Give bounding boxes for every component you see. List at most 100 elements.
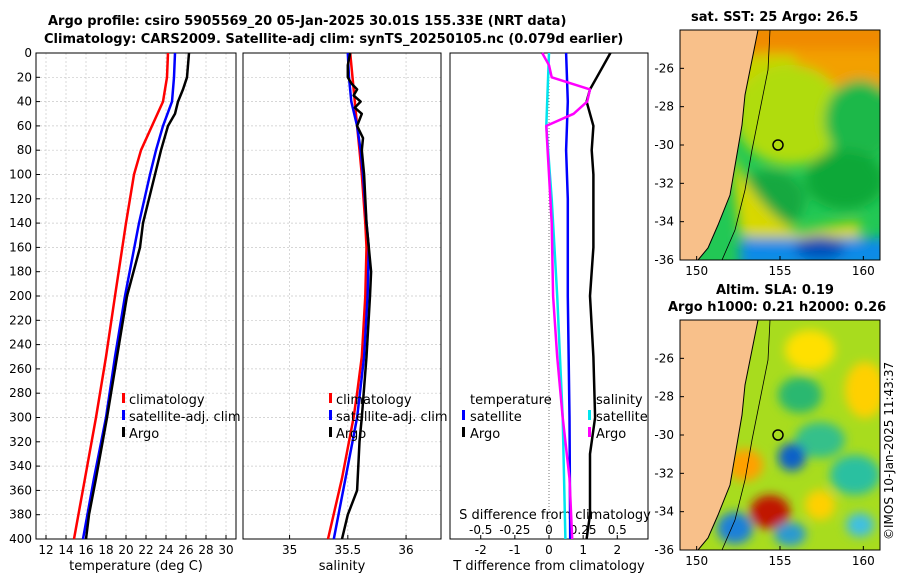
legend-label: climatology — [129, 393, 205, 408]
legend-label: satellite-adj. clim — [336, 410, 448, 425]
x-tick-label: 18 — [98, 543, 113, 557]
y-tick-label: 0 — [24, 46, 32, 60]
x-tick-label: 20 — [118, 543, 133, 557]
map-y-tick-label: -26 — [654, 351, 674, 365]
top-tick-label: -0.5 — [469, 523, 492, 537]
map-x-tick-label: 155 — [769, 264, 792, 278]
x-tick-label: 24 — [158, 543, 173, 557]
x-tick-label: 1 — [579, 543, 587, 557]
y-tick-label: 180 — [9, 265, 32, 279]
legend-label: satellite-adj. clim — [129, 410, 241, 425]
map-y-tick-label: -32 — [654, 466, 674, 480]
legend-title-salinity: salinity — [596, 393, 643, 408]
legend-swatch — [122, 410, 125, 420]
map-y-tick-label: -26 — [654, 61, 674, 75]
x-tick-label: 0 — [545, 543, 553, 557]
x-tick-label: 36 — [398, 543, 413, 557]
legend-label: Argo — [470, 427, 500, 442]
legend-label: Argo — [336, 427, 366, 442]
y-tick-label: 220 — [9, 313, 32, 327]
legend-label: satellite — [470, 410, 522, 425]
y-tick-label: 400 — [9, 532, 32, 546]
y-tick-label: 140 — [9, 216, 32, 230]
y-tick-label: 60 — [17, 119, 32, 133]
top-axis-label: S difference from climatology — [459, 508, 651, 523]
y-tick-label: 380 — [9, 508, 32, 522]
series-argo — [340, 52, 373, 540]
series-t-satellite — [564, 52, 572, 540]
y-tick-label: 160 — [9, 240, 32, 254]
legend-swatch — [462, 410, 465, 420]
salinity-profile: 35 35.5 36 salinity climatology satellite-adj… — [242, 52, 448, 574]
map-y-tick-label: -30 — [654, 138, 674, 152]
legend-swatch — [588, 427, 591, 437]
top-tick-label: 0 — [545, 523, 553, 537]
x-tick-label: 2 — [613, 543, 621, 557]
legend-label: climatology — [336, 393, 412, 408]
legend-swatch — [588, 410, 591, 420]
temperature-profile: 0 20 40 60 80 100 120 140 160 180 200 220 240 260 280 3… — [9, 46, 241, 574]
series-s-satellite — [545, 52, 567, 540]
x-tick-label: 22 — [138, 543, 153, 557]
x-tick-label: 26 — [178, 543, 193, 557]
map-x-tick-label: 150 — [685, 554, 708, 568]
y-tick-label: 320 — [9, 435, 32, 449]
map-y-tick-label: -30 — [654, 428, 674, 442]
legend-swatch — [329, 427, 332, 437]
legend-label: satellite — [596, 410, 648, 425]
map-y-tick-label: -34 — [654, 215, 674, 229]
y-tick-label: 240 — [9, 338, 32, 352]
series-s-argo — [541, 52, 592, 540]
top-tick-label: 0.25 — [570, 523, 597, 537]
map-y-tick-label: -34 — [654, 505, 674, 519]
x-tick-label: 28 — [198, 543, 213, 557]
sla-map — [679, 319, 881, 551]
x-axis-label: T difference from climatology — [452, 559, 645, 574]
y-tick-label: 260 — [9, 362, 32, 376]
legend-title-temperature: temperature — [470, 393, 552, 408]
series-climatology — [72, 52, 170, 540]
x-tick-label: -1 — [509, 543, 521, 557]
legend-swatch — [122, 427, 125, 437]
y-tick-label: 80 — [17, 143, 32, 157]
x-tick-label: -2 — [475, 543, 487, 557]
y-tick-label: 340 — [9, 459, 32, 473]
y-tick-label: 100 — [9, 168, 32, 182]
series-t-argo — [585, 52, 612, 540]
sla-map-subtitle: Argo h1000: 0.21 h2000: 0.26 — [668, 300, 887, 315]
x-axis-label: salinity — [319, 559, 366, 574]
y-tick-label: 360 — [9, 483, 32, 497]
map-y-tick-label: -28 — [654, 100, 674, 114]
figure-title-line1: Argo profile: csiro 5905569_20 05-Jan-20… — [48, 14, 567, 29]
figure-title-line2: Climatology: CARS2009. Satellite-adj cli… — [44, 32, 624, 47]
legend-swatch — [329, 393, 332, 403]
y-tick-label: 40 — [17, 95, 32, 109]
x-tick-label: 35 — [282, 543, 297, 557]
y-tick-label: 200 — [9, 289, 32, 303]
series-argo — [84, 52, 191, 540]
x-tick-label: 14 — [58, 543, 73, 557]
x-tick-label: 16 — [78, 543, 93, 557]
sst-map-axes: -26 -28 -30 -32 -34 -36 150 155 160 — [654, 61, 874, 278]
x-tick-label: 30 — [218, 543, 233, 557]
legend-swatch — [329, 410, 332, 420]
argo-float-marker — [772, 139, 784, 151]
map-y-tick-label: -36 — [654, 543, 674, 557]
map-x-tick-label: 160 — [852, 264, 875, 278]
map-x-tick-label: 155 — [769, 554, 792, 568]
map-x-tick-label: 160 — [852, 554, 875, 568]
sst-map — [679, 29, 881, 261]
map-y-tick-label: -28 — [654, 390, 674, 404]
legend-label: Argo — [129, 427, 159, 442]
x-tick-label: 35.5 — [334, 543, 361, 557]
difference-profile: -2 -1 0 1 2 T difference from climatology S di… — [449, 52, 651, 574]
sla-map-axes: -26 -28 -30 -32 -34 -36 150 155 160 — [654, 351, 874, 568]
legend-swatch — [122, 393, 125, 403]
x-tick-label: 12 — [38, 543, 53, 557]
legend-swatch — [462, 427, 465, 437]
map-y-tick-label: -32 — [654, 176, 674, 190]
y-tick-label: 280 — [9, 386, 32, 400]
top-tick-label: -0.25 — [499, 523, 530, 537]
y-tick-label: 120 — [9, 192, 32, 206]
top-tick-label: 0.5 — [608, 523, 627, 537]
